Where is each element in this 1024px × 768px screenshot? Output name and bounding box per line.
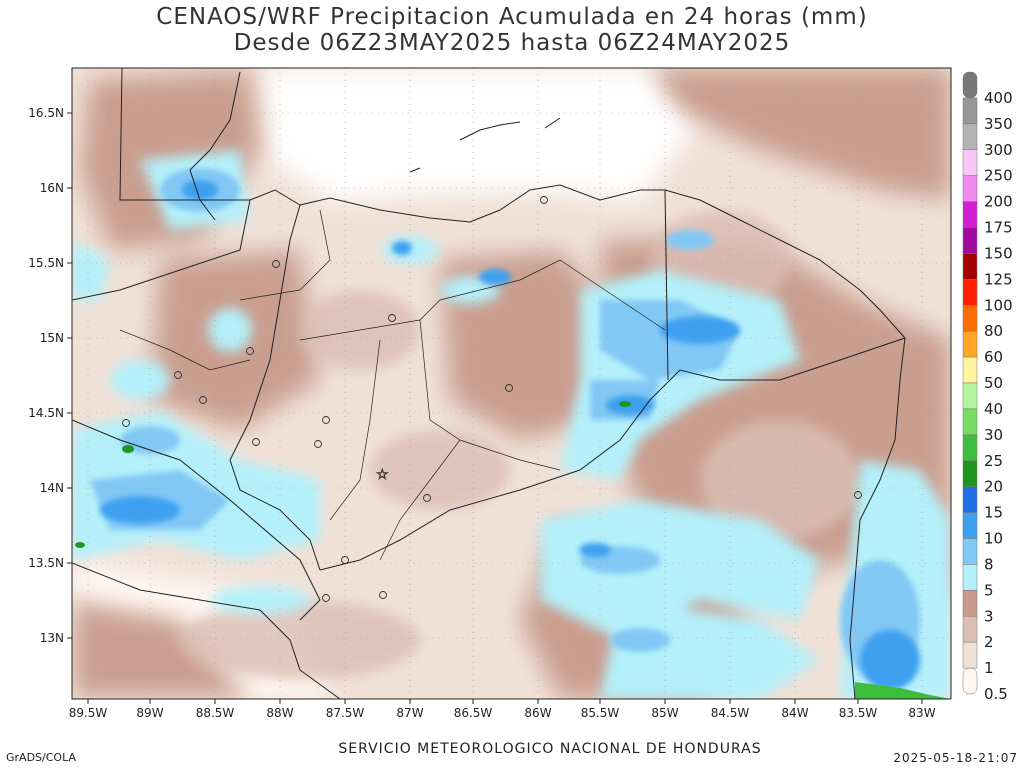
city-markers <box>122 196 862 602</box>
lat-tick-label: 16N <box>40 181 64 195</box>
legend-label: 15 <box>984 504 1003 522</box>
lat-tick-label: 16.5N <box>28 106 64 120</box>
legend-swatch <box>962 201 978 228</box>
legend-label: 1 <box>984 659 994 677</box>
legend-label: 2 <box>984 633 994 651</box>
lon-tick-label: 89W <box>136 706 163 720</box>
footer-credit: GrADS/COLA <box>6 751 76 764</box>
lon-tick-label: 86.5W <box>454 706 493 720</box>
footer-timestamp: 2025-05-18-21:07 <box>893 751 1018 765</box>
lon-tick-label: 88.5W <box>196 706 235 720</box>
lat-axis: 16.5N 16N 15.5N 15N 14.5N 14N 13.5N 13N <box>28 106 72 645</box>
capital-star-icon: ☆ <box>376 467 389 483</box>
lon-tick-label: 87W <box>396 706 423 720</box>
legend-swatch <box>962 175 978 202</box>
legend-label: 5 <box>984 581 994 599</box>
legend-label: 400 <box>984 89 1013 107</box>
legend-swatch <box>962 382 978 410</box>
lat-tick-label: 13N <box>40 631 64 645</box>
legend-swatch <box>962 356 978 384</box>
legend-label: 8 <box>984 555 994 573</box>
legend-swatch <box>962 512 978 539</box>
legend-swatch <box>962 97 978 125</box>
legend-label: 200 <box>984 193 1013 211</box>
legend-label: 50 <box>984 374 1003 392</box>
legend-label: 40 <box>984 400 1003 418</box>
legend-swatch <box>962 305 978 332</box>
legend-label: 300 <box>984 141 1013 159</box>
legend-swatch <box>962 590 978 617</box>
legend-label: 175 <box>984 219 1013 237</box>
legend-swatch <box>962 538 978 565</box>
lat-tick-label: 14N <box>40 481 64 495</box>
legend-label: 150 <box>984 244 1013 262</box>
lon-tick-label: 84W <box>781 706 808 720</box>
legend-swatch <box>962 71 978 99</box>
legend-swatch <box>962 564 978 591</box>
legend-swatch <box>962 460 978 487</box>
legend-label: 3 <box>984 607 994 625</box>
lat-tick-label: 15.5N <box>28 256 64 270</box>
legend-label: 10 <box>984 530 1003 548</box>
legend-label: 0.5 <box>984 685 1008 703</box>
legend-swatch <box>962 641 978 669</box>
grid-lines <box>72 68 951 699</box>
legend-label: 125 <box>984 270 1013 288</box>
legend-swatch <box>962 123 978 151</box>
legend-swatch <box>962 486 978 513</box>
lon-tick-label: 85.5W <box>581 706 620 720</box>
lat-tick-label: 13.5N <box>28 556 64 570</box>
map-subtitle: Desde 06Z23MAY2025 hasta 06Z24MAY2025 <box>233 30 791 56</box>
legend-swatch <box>962 279 978 306</box>
lon-tick-label: 85W <box>651 706 678 720</box>
country-borders <box>72 68 906 699</box>
lat-tick-label: 15N <box>40 331 64 345</box>
lat-tick-label: 14.5N <box>28 406 64 420</box>
lon-tick-label: 89.5W <box>69 706 108 720</box>
legend-swatch <box>962 667 978 695</box>
lon-tick-label: 87.5W <box>326 706 365 720</box>
legend-label: 250 <box>984 167 1013 185</box>
legend-label: 20 <box>984 478 1003 496</box>
lon-tick-label: 83.5W <box>839 706 878 720</box>
legend-swatch <box>962 149 978 176</box>
footer-agency: SERVICIO METEOROLOGICO NACIONAL DE HONDU… <box>338 741 762 757</box>
map-frame <box>71 67 952 700</box>
legend-label: 80 <box>984 322 1003 340</box>
legend-swatch <box>962 408 978 436</box>
lon-tick-label: 88W <box>266 706 293 720</box>
legend-label: 60 <box>984 348 1003 366</box>
legend-label: 100 <box>984 296 1013 314</box>
precipitation-field: ☆ <box>72 68 951 699</box>
legend-swatch <box>962 616 978 643</box>
lon-tick-label: 83W <box>908 706 935 720</box>
lon-tick-label: 86W <box>524 706 551 720</box>
lon-axis: 89.5W 89W 88.5W 88W 87.5W 87W 86.5W 86W 85.5W 85W… <box>69 699 936 720</box>
legend-swatch <box>962 330 978 358</box>
map-title: CENAOS/WRF Precipitacion Acumulada en 24… <box>156 4 868 30</box>
legend-swatch <box>962 253 978 280</box>
legend-swatch <box>962 434 978 462</box>
legend-label: 350 <box>984 115 1013 133</box>
legend-label: 30 <box>984 426 1003 444</box>
legend-swatch <box>962 227 978 254</box>
lon-tick-label: 84.5W <box>711 706 750 720</box>
legend-label: 25 <box>984 452 1003 470</box>
color-legend: 4003503002502001751501251008060504030252… <box>962 71 1013 703</box>
